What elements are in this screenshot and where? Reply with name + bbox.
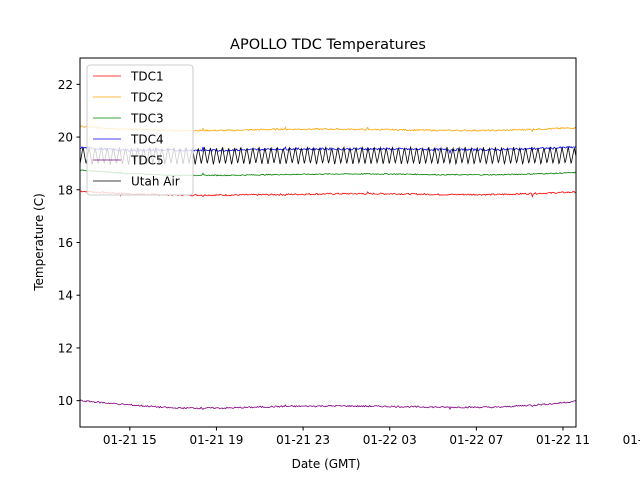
legend-label-tdc1: TDC1	[130, 70, 164, 84]
y-tick-label: 16	[58, 236, 73, 250]
x-tick-label: 01-22 03	[363, 433, 417, 447]
x-axis-label: Date (GMT)	[292, 457, 361, 471]
x-tick-label: 01-21 19	[189, 433, 243, 447]
legend-label-tdc2: TDC2	[130, 91, 164, 105]
x-axis: 01-21 15 01-21 19 01-21 23 01-22 03 01-22 07…	[103, 427, 640, 447]
y-tick-label: 10	[58, 394, 73, 408]
y-tick-label: 22	[58, 78, 73, 92]
y-tick-label: 14	[58, 289, 73, 303]
y-tick-label: 12	[58, 341, 73, 355]
x-tick-label: 01-21 15	[103, 433, 157, 447]
y-tick-label: 18	[58, 183, 73, 197]
legend-label-tdc3: TDC3	[130, 112, 164, 126]
legend-label-utah-air: Utah Air	[131, 175, 180, 189]
series-line-tdc5	[80, 399, 576, 411]
y-axis-label: Temperature (C)	[32, 193, 46, 292]
x-tick-label: 01-22 07	[449, 433, 503, 447]
x-tick-label: 01-22 15	[623, 433, 640, 447]
x-tick-label: 01-21 23	[276, 433, 330, 447]
legend-label-tdc4: TDC4	[130, 133, 164, 147]
legend-box	[86, 64, 194, 196]
x-tick-label: 01-22 11	[536, 433, 590, 447]
legend-label-tdc5: TDC5	[130, 154, 164, 168]
legend: TDC1 TDC2 TDC3 TDC4 TDC5 Utah Air	[86, 64, 194, 196]
y-axis: 10 12 14 16 18 20 22	[58, 78, 80, 408]
chart-title: APOLLO TDC Temperatures	[230, 37, 426, 53]
y-tick-label: 20	[58, 131, 73, 145]
